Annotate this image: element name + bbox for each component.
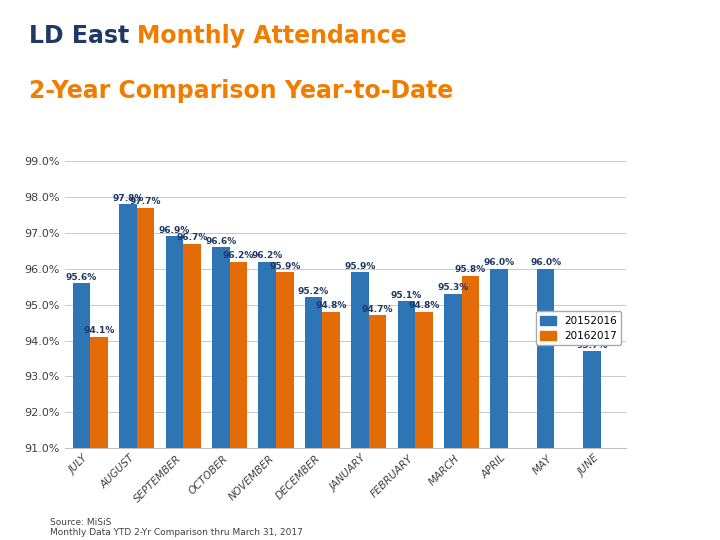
Bar xyxy=(444,294,462,540)
Text: 94.1%: 94.1% xyxy=(84,327,114,335)
Bar xyxy=(230,261,247,540)
Bar xyxy=(583,352,601,540)
Bar xyxy=(537,269,554,540)
Text: Monthly Attendance: Monthly Attendance xyxy=(138,24,407,48)
Text: LD East: LD East xyxy=(29,24,138,48)
Bar xyxy=(90,337,108,540)
Text: 93.7%: 93.7% xyxy=(577,341,608,350)
Text: 96.0%: 96.0% xyxy=(530,258,561,267)
Text: 95.1%: 95.1% xyxy=(391,291,422,300)
Bar xyxy=(369,315,387,540)
Bar xyxy=(351,272,369,540)
Text: 95.9%: 95.9% xyxy=(269,262,300,271)
Text: 96.7%: 96.7% xyxy=(176,233,207,242)
Text: 94.8%: 94.8% xyxy=(408,301,440,310)
Text: 96.2%: 96.2% xyxy=(251,251,283,260)
Text: 96.2%: 96.2% xyxy=(222,251,254,260)
Bar xyxy=(212,247,230,540)
Text: 95.9%: 95.9% xyxy=(344,262,376,271)
Bar xyxy=(119,204,137,540)
Bar xyxy=(490,269,508,540)
Text: 95.2%: 95.2% xyxy=(298,287,329,296)
Text: Source: MiSiS
Monthly Data YTD 2-Yr Comparison thru March 31, 2017: Source: MiSiS Monthly Data YTD 2-Yr Comp… xyxy=(50,518,303,537)
Text: 96.0%: 96.0% xyxy=(484,258,515,267)
Bar xyxy=(166,237,183,540)
Text: 97.8%: 97.8% xyxy=(112,194,143,202)
Text: 97.7%: 97.7% xyxy=(130,197,161,206)
Text: 95.6%: 95.6% xyxy=(66,273,97,282)
Bar xyxy=(397,301,415,540)
Bar xyxy=(305,298,323,540)
Text: 94.7%: 94.7% xyxy=(362,305,393,314)
Bar xyxy=(73,283,90,540)
Bar xyxy=(183,244,201,540)
Legend: 20152016, 20162017: 20152016, 20162017 xyxy=(536,312,621,346)
Bar xyxy=(462,276,480,540)
Text: 96.6%: 96.6% xyxy=(205,237,236,246)
Text: 95.3%: 95.3% xyxy=(437,284,469,293)
Text: 96.9%: 96.9% xyxy=(158,226,190,235)
Text: 2-Year Comparison Year-to-Date: 2-Year Comparison Year-to-Date xyxy=(29,79,453,103)
Bar xyxy=(258,261,276,540)
Bar xyxy=(323,312,340,540)
Text: 95.8%: 95.8% xyxy=(455,266,486,274)
Bar xyxy=(137,208,154,540)
Bar xyxy=(276,272,294,540)
Text: 94.8%: 94.8% xyxy=(315,301,347,310)
Bar xyxy=(415,312,433,540)
